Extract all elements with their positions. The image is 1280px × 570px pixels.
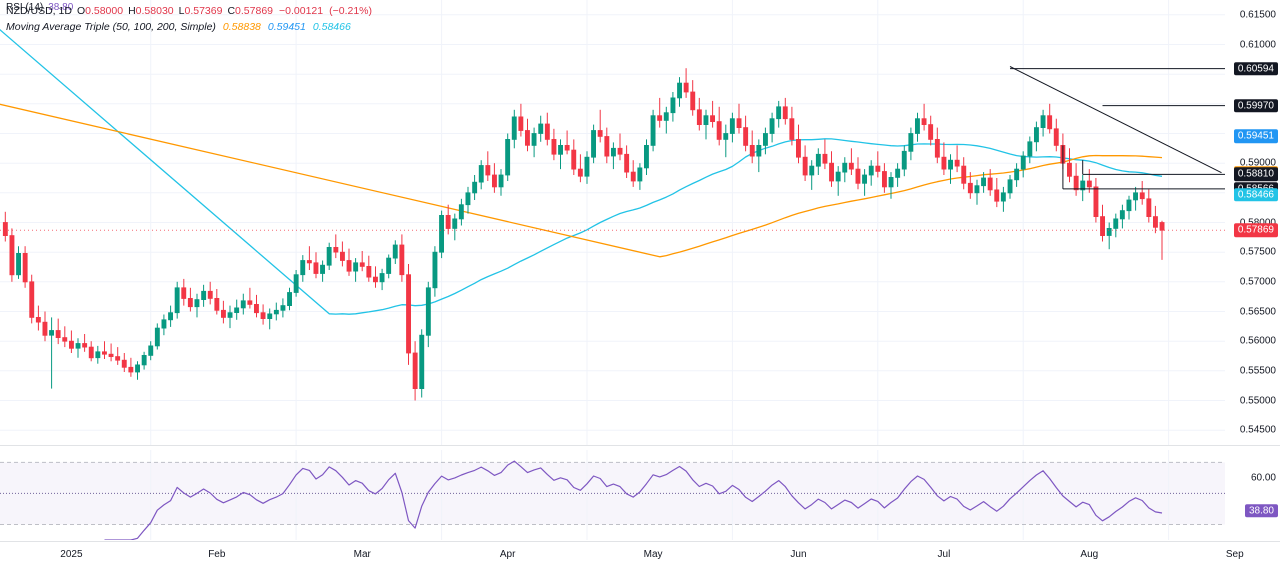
price-badge[interactable]: 0.58810	[1233, 167, 1278, 182]
rsi-badge[interactable]: 38.80	[1244, 504, 1278, 518]
time-tick-label: May	[643, 549, 663, 560]
rsi-line	[104, 460, 1163, 540]
price-tick-label: 0.58000	[1239, 217, 1276, 228]
price-tick-label: 0.55000	[1239, 395, 1276, 406]
price-scale[interactable]: 0.615000.610000.600000.590000.580000.575…	[1225, 0, 1280, 445]
price-badge[interactable]: 0.58466	[1233, 188, 1278, 202]
time-tick-label: Mar	[353, 549, 371, 560]
price-tick-label: 0.55500	[1239, 365, 1276, 377]
rsi-pane[interactable]	[0, 450, 1225, 540]
price-badge[interactable]: 0.59970	[1233, 98, 1278, 113]
time-tick-label: Apr	[499, 549, 516, 560]
candlestick-series	[2, 68, 1165, 401]
rsi-scale[interactable]: 60.00 38.80	[1225, 450, 1280, 540]
time-tick-label: Jun	[790, 549, 807, 560]
price-tick-label: 0.61500	[1239, 9, 1276, 21]
time-tick-label: Jul	[937, 549, 951, 560]
price-tick-label: 0.57000	[1239, 276, 1276, 288]
time-tick-label: Feb	[208, 549, 226, 560]
price-badge[interactable]: 0.59451	[1233, 129, 1278, 144]
price-tick-label: 0.56500	[1239, 306, 1276, 317]
pane-separator	[0, 445, 1280, 446]
price-pane[interactable]	[0, 0, 1225, 445]
price-tick-label: 0.59000	[1239, 157, 1276, 169]
time-scale[interactable]: 2025FebMarAprMayJunJulAugSepOct15	[0, 541, 1280, 570]
price-tick-label: 0.56000	[1239, 335, 1276, 347]
price-tick-label: 0.57500	[1239, 246, 1276, 258]
price-badge[interactable]: 0.57869	[1233, 223, 1278, 238]
price-tick-label: 0.54500	[1239, 424, 1276, 436]
rsi-plot	[0, 450, 1225, 540]
rsi-tick-label: 60.00	[1250, 472, 1276, 484]
price-plot	[0, 0, 1225, 445]
time-tick-label: Aug	[1080, 549, 1099, 560]
time-tick-label: Sep	[1225, 549, 1244, 560]
price-tick-label: 0.61000	[1239, 39, 1276, 50]
drawings	[1009, 66, 1225, 190]
time-tick-label: 2025	[60, 549, 83, 560]
price-badge[interactable]: 0.60594	[1233, 61, 1278, 76]
